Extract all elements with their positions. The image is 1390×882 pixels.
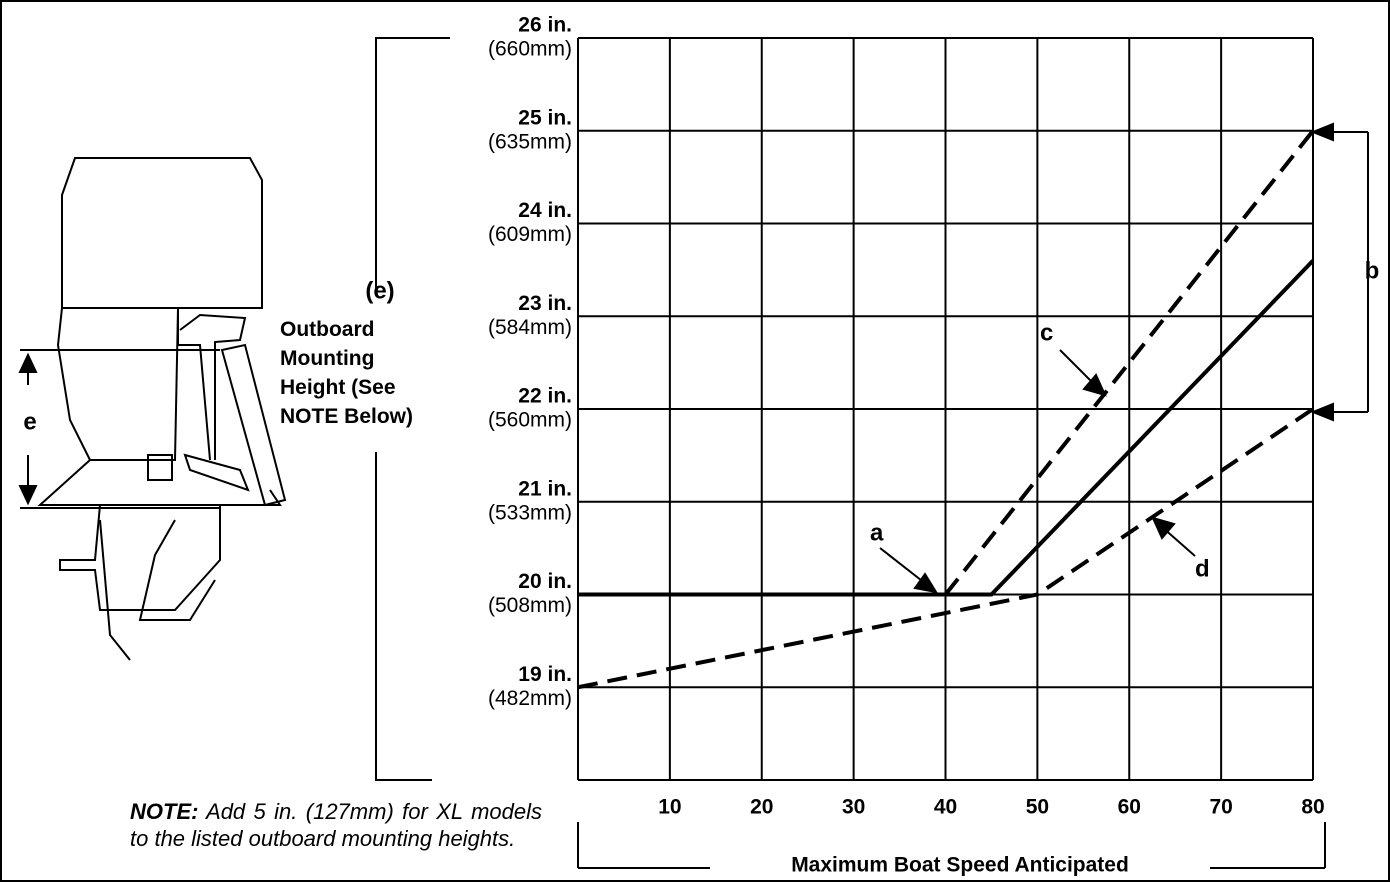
series-line — [577, 407, 1315, 690]
y-tick-metric: (660mm) — [488, 38, 572, 61]
y-tick-label: 23 in. — [518, 292, 572, 315]
x-tick-label: 40 — [934, 796, 957, 819]
axis-bracket — [375, 37, 1326, 869]
x-tick-label: 70 — [1209, 796, 1232, 819]
y-label-letter: (e) — [365, 277, 394, 304]
annotation-a: a — [870, 519, 884, 546]
y-tick-label: 21 in. — [518, 477, 572, 500]
y-tick-metric: (609mm) — [488, 223, 572, 246]
y-label: Outboard Mounting Height (See NOTE Below) — [280, 318, 413, 428]
note-title: NOTE: — [130, 799, 199, 824]
y-tick-metric: (635mm) — [488, 130, 572, 153]
series-line — [943, 129, 1315, 596]
series-line — [578, 259, 1315, 597]
y-tick-metric: (533mm) — [488, 501, 572, 524]
motor-label: e — [23, 408, 36, 435]
y-tick-metric: (560mm) — [488, 409, 572, 432]
x-tick-label: 80 — [1301, 796, 1324, 819]
x-tick-label: 50 — [1026, 796, 1049, 819]
y-tick-label: 26 in. — [518, 14, 572, 37]
x-tick-label: 30 — [842, 796, 865, 819]
y-tick-metric: (584mm) — [488, 316, 572, 339]
y-tick-label: 25 in. — [518, 106, 572, 129]
x-tick-label: 10 — [658, 796, 681, 819]
annotation-c: c — [1040, 319, 1053, 346]
annotation-b: b — [1365, 257, 1380, 284]
motor-arrow — [18, 352, 38, 506]
annotation-d: d — [1195, 555, 1210, 582]
note: NOTE: Add 5 in. (127mm) for XL models to… — [130, 798, 542, 852]
annotation-arrows — [879, 122, 1369, 594]
y-tick-label: 20 in. — [518, 570, 572, 593]
y-tick-metric: (508mm) — [488, 594, 572, 617]
x-label: Maximum Boat Speed Anticipated — [791, 854, 1129, 877]
x-tick-label: 20 — [750, 796, 773, 819]
y-tick-label: 24 in. — [518, 199, 572, 222]
motor-drawing — [20, 157, 287, 661]
y-tick-label: 19 in. — [518, 663, 572, 686]
x-tick-label: 60 — [1118, 796, 1141, 819]
note-text: Add 5 in. (127mm) for XL models to the l… — [130, 799, 543, 851]
y-tick-label: 22 in. — [518, 385, 572, 408]
y-tick-metric: (482mm) — [488, 687, 572, 710]
